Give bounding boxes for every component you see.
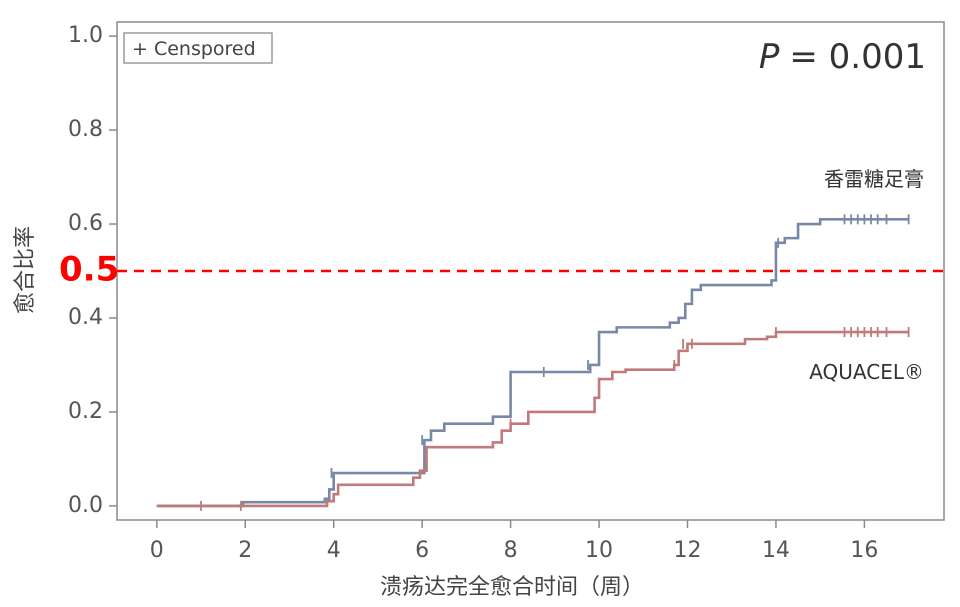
y-tick-label: 1.0 (68, 23, 103, 48)
p-value-symbol: P (759, 37, 780, 77)
series-1 (156, 214, 910, 508)
x-tick-label: 14 (762, 538, 790, 563)
x-tick-label: 4 (327, 538, 341, 563)
series-label-herbal: 香雷糖足膏 (824, 167, 924, 191)
series-2 (156, 327, 910, 511)
y-tick-label: 0.0 (68, 493, 103, 518)
series-layer (156, 214, 910, 511)
x-tick-label: 2 (238, 538, 252, 563)
y-axis: 0.0 0.2 0.4 0.6 0.8 1.0 (68, 23, 117, 518)
x-tick-label: 0 (150, 538, 164, 563)
series-line (156, 330, 909, 508)
y-tick-label: 0.4 (68, 305, 103, 330)
x-tick-label: 12 (673, 538, 701, 563)
x-axis-title: 溃疡达完全愈合时间（周） (380, 575, 644, 600)
x-axis: 0 2 4 6 8 10 12 14 16 (150, 520, 878, 563)
y-tick-label: 0.6 (68, 211, 103, 236)
p-value-annotation: P = 0.001 (759, 37, 926, 77)
x-tick-label: 16 (850, 538, 878, 563)
x-tick-label: 8 (504, 538, 518, 563)
series-label-aquacel: AQUACEL® (809, 360, 924, 384)
x-tick-label: 6 (415, 538, 429, 563)
legend-frame (123, 32, 273, 64)
y-tick-label: 0.2 (68, 399, 103, 424)
legend-censored-label: + Censpored (132, 38, 256, 60)
y-tick-label: 0.8 (68, 117, 103, 142)
series-line (156, 218, 909, 508)
x-tick-label: 10 (585, 538, 613, 563)
y-axis-title: 愈合比率 (13, 226, 38, 314)
legend-box: + Censpored (123, 32, 273, 64)
reference-line-label: 0.5 (59, 250, 119, 290)
p-value-number: = 0.001 (789, 37, 926, 77)
